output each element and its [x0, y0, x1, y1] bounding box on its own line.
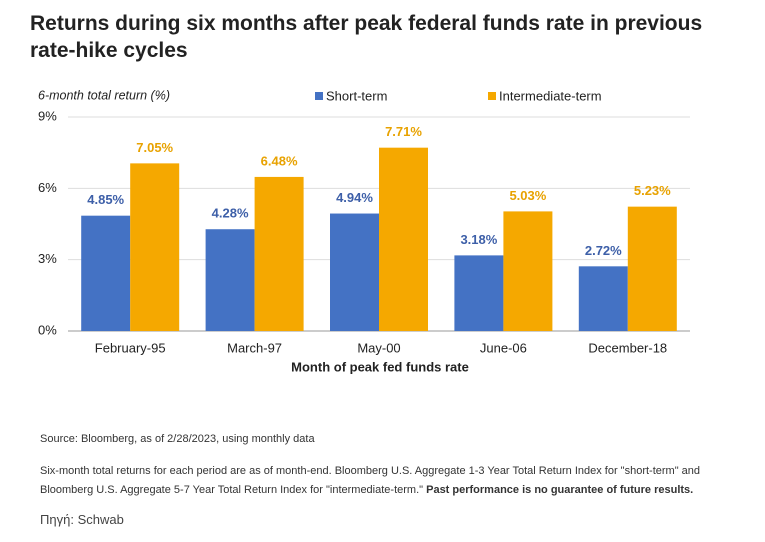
bar [454, 255, 504, 331]
x-tick-label: December-18 [588, 340, 667, 355]
bar [503, 211, 553, 331]
value-label: 6.48% [261, 153, 298, 168]
bar [254, 176, 304, 331]
bar [81, 215, 131, 331]
legend-swatch [315, 92, 323, 100]
chart-title: Returns during six months after peak fed… [30, 12, 703, 62]
x-tick-label: June-06 [480, 340, 527, 355]
bar [330, 213, 379, 331]
chart: Returns during six months after peak fed… [30, 12, 703, 374]
value-label: 7.05% [136, 140, 173, 155]
value-label: 2.72% [585, 243, 622, 258]
value-label: 5.23% [634, 183, 671, 198]
x-axis-label: Month of peak fed funds rate [291, 359, 469, 374]
legend-label: Intermediate-term [499, 88, 602, 103]
value-label: 4.94% [336, 190, 373, 205]
footnote-bold: Past performance is no guarantee of futu… [426, 484, 694, 496]
bar [627, 206, 677, 331]
value-label: 3.18% [460, 232, 497, 247]
bar [205, 229, 255, 331]
x-tick-label: March-97 [227, 340, 282, 355]
y-tick-label: 9% [38, 108, 57, 123]
source: Source: Bloomberg, as of 2/28/2023, usin… [40, 433, 315, 445]
title-box: Returns during six months after peak fed… [30, 12, 703, 62]
x-tick-label: February-95 [95, 340, 166, 355]
value-label: 4.85% [87, 192, 124, 207]
bar [379, 147, 428, 331]
value-label: 5.03% [509, 188, 546, 203]
bar [578, 266, 628, 331]
y-tick-label: 6% [38, 180, 57, 195]
bar [130, 163, 180, 331]
x-tick-label: May-00 [357, 340, 400, 355]
y-tick-label: 3% [38, 251, 57, 266]
credit: Πηγή: Schwab [40, 512, 124, 527]
legend-label: Short-term [326, 88, 387, 103]
value-label: 4.28% [212, 206, 249, 221]
footnote: Six-month total returns for each period … [40, 462, 740, 500]
footnote-text: Six-month total returns for each period … [40, 465, 701, 496]
y-axis-label: 6-month total return (%) [38, 88, 170, 102]
legend-swatch [488, 92, 496, 100]
value-label: 7.71% [385, 124, 422, 139]
y-tick-label: 0% [38, 322, 57, 337]
